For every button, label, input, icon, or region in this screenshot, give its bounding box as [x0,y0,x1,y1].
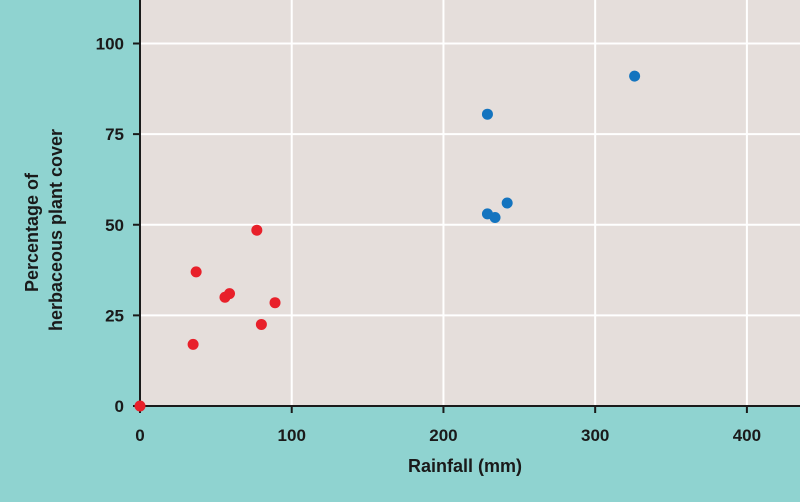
data-point-series-1 [134,400,146,412]
y-axis-title-line-2: herbaceous plant cover [46,129,66,331]
data-point-series-2 [489,212,501,223]
data-point-series-1 [255,318,267,330]
y-tick-label: 75 [105,125,124,144]
y-tick-label: 100 [96,35,124,54]
data-point-series-1 [190,266,202,278]
x-axis-title: Rainfall (mm) [408,456,522,476]
y-tick-label: 50 [105,216,124,235]
data-point-series-2 [481,108,493,120]
data-point-series-1 [269,297,281,309]
data-point-series-2 [629,70,641,82]
x-tick-label: 400 [733,426,761,445]
data-point-series-1 [224,288,236,300]
y-axis-title: Percentage of herbaceous plant cover [22,129,66,331]
x-tick-label: 0 [135,426,144,445]
plot-area [140,0,800,406]
x-tick-label: 200 [429,426,457,445]
grid-lines [140,0,800,406]
y-tick-label: 0 [115,397,124,416]
data-point-series-1 [251,224,263,236]
tick-labels: 0 100 200 300 400 0 25 50 75 100 [96,35,761,446]
x-tick-label: 100 [278,426,306,445]
y-tick-label: 25 [105,306,124,325]
data-point-series-1 [187,338,199,350]
y-axis-title-line-1: Percentage of [22,172,42,292]
data-points [134,70,641,412]
x-tick-label: 300 [581,426,609,445]
data-point-series-2 [501,197,513,209]
